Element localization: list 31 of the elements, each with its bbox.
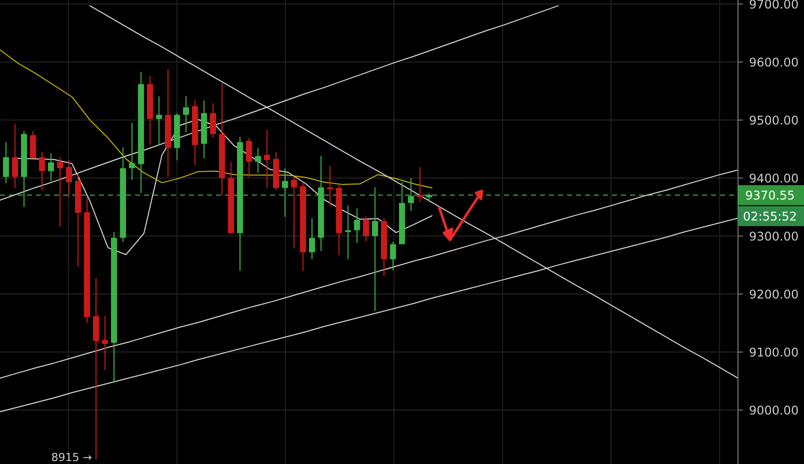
y-tick-label: 9500.00: [749, 113, 799, 128]
ref-line-label: 9370.55: [745, 188, 795, 202]
candlestick: [57, 156, 63, 228]
candlestick: [12, 124, 18, 188]
y-tick-label: 9300.00: [749, 229, 799, 244]
candlestick: [102, 316, 108, 371]
annotation: 8915 →: [51, 451, 92, 464]
candlestick: [354, 208, 360, 244]
candlestick: [39, 151, 45, 191]
candlestick: [309, 218, 315, 260]
y-tick-label: 9200.00: [749, 287, 799, 302]
y-tick-label: 9600.00: [749, 55, 799, 70]
candlestick: [183, 96, 189, 133]
y-tick-label: 9000.00: [749, 403, 799, 418]
y-tick-label: 9100.00: [749, 345, 799, 360]
candlestick: [255, 147, 261, 174]
candlestick: [246, 138, 252, 178]
candlestick: [363, 216, 369, 242]
candlestick: [291, 176, 297, 249]
candlestick: [30, 130, 36, 159]
text: 02:55:52: [743, 209, 797, 224]
candlestick: [390, 241, 396, 271]
candlestick: [210, 102, 216, 138]
candlestick: [264, 129, 270, 188]
candlestick: [156, 96, 162, 146]
candlestick: [66, 160, 72, 198]
candlestick: [48, 152, 54, 182]
candlestick: [129, 122, 135, 180]
y-tick-label: 9400.00: [749, 171, 799, 186]
line-series: [0, 49, 432, 188]
candlestick: [3, 142, 9, 184]
